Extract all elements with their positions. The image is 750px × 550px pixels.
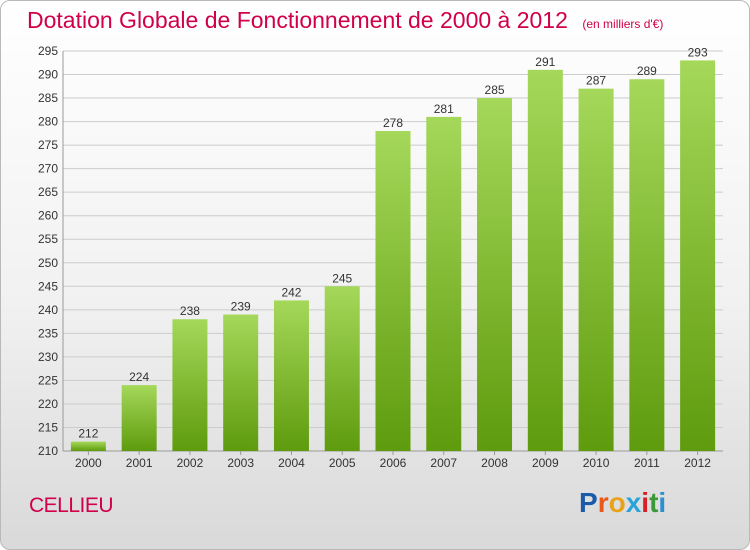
bar-2001: [121, 385, 157, 451]
logo-letter: r: [597, 487, 609, 518]
y-tick-label: 280: [38, 115, 58, 129]
logo-letter: o: [608, 487, 626, 518]
y-tick-label: 240: [38, 303, 58, 317]
data-label: 287: [586, 74, 606, 88]
logo-letter: P: [579, 487, 598, 518]
y-tick-label: 285: [38, 91, 58, 105]
bar-2007: [426, 116, 462, 451]
logo-letter: i: [641, 487, 650, 518]
data-label: 285: [485, 83, 505, 97]
y-tick-label: 220: [38, 397, 58, 411]
x-tick-label: 2004: [278, 456, 305, 470]
proxiti-logo: Proxiti: [579, 487, 666, 519]
y-tick-label: 250: [38, 256, 58, 270]
bar-2000: [70, 441, 106, 451]
y-tick-label: 235: [38, 326, 58, 340]
data-label: 212: [78, 427, 98, 441]
bar-2004: [273, 300, 309, 451]
bar-layer: [70, 60, 716, 451]
logo-letter: x: [625, 487, 642, 518]
x-tick-label: 2003: [227, 456, 254, 470]
y-tick-label: 265: [38, 185, 58, 199]
bar-2002: [172, 319, 208, 451]
data-label: 242: [281, 285, 301, 299]
data-label: 281: [434, 102, 454, 116]
logo-letter: t: [649, 487, 659, 518]
y-tick-label: 275: [38, 138, 58, 152]
y-tick-label: 270: [38, 162, 58, 176]
data-label: 245: [332, 271, 352, 285]
y-tick-label: 230: [38, 350, 58, 364]
logo-letter: i: [658, 487, 667, 518]
data-label: 289: [637, 64, 657, 78]
x-tick-label: 2008: [481, 456, 508, 470]
x-tick-label: 2009: [532, 456, 559, 470]
x-tick-label: 2005: [329, 456, 356, 470]
y-tick-label: 225: [38, 373, 58, 387]
y-tick-label: 245: [38, 279, 58, 293]
x-tick-label: 2006: [380, 456, 407, 470]
x-tick-label: 2010: [583, 456, 610, 470]
chart-title-main: Dotation Globale de Fonctionnement de 20…: [27, 7, 568, 33]
bar-2012: [680, 60, 716, 451]
bar-2003: [223, 314, 259, 451]
y-tick-label: 295: [38, 44, 58, 58]
y-tick-label: 210: [38, 444, 58, 458]
bar-2011: [629, 79, 665, 451]
x-tick-label: 2000: [75, 456, 102, 470]
y-tick-label: 290: [38, 68, 58, 82]
bar-2006: [375, 131, 411, 451]
x-tick-label: 2007: [430, 456, 457, 470]
x-tick-label: 2001: [126, 456, 153, 470]
data-label: 293: [688, 45, 708, 59]
y-tick-label: 260: [38, 209, 58, 223]
data-label: 238: [180, 304, 200, 318]
data-label: 224: [129, 370, 149, 384]
bar-2010: [578, 88, 614, 451]
data-label: 291: [535, 55, 555, 69]
bar-2008: [477, 98, 513, 451]
y-tick-label: 215: [38, 420, 58, 434]
chart-title: Dotation Globale de Fonctionnement de 20…: [27, 7, 663, 34]
axis-layer: 210 215 220 225 230 235 240 245 250 255 260 265 270 2…: [38, 44, 723, 470]
x-tick-label: 2011: [634, 456, 660, 470]
x-tick-label: 2012: [684, 456, 711, 470]
y-tick-label: 255: [38, 232, 58, 246]
commune-name: CELLIEU: [29, 494, 114, 517]
chart-unit-note: (en milliers d'€): [582, 17, 664, 31]
x-tick-label: 2002: [177, 456, 204, 470]
bar-2005: [324, 286, 360, 451]
data-label: 239: [231, 300, 251, 314]
label-layer: 212 224 238 239 242 245 278 281 285 291 287 289 293: [78, 45, 708, 440]
bar-2009: [527, 69, 563, 451]
data-label: 278: [383, 116, 403, 130]
